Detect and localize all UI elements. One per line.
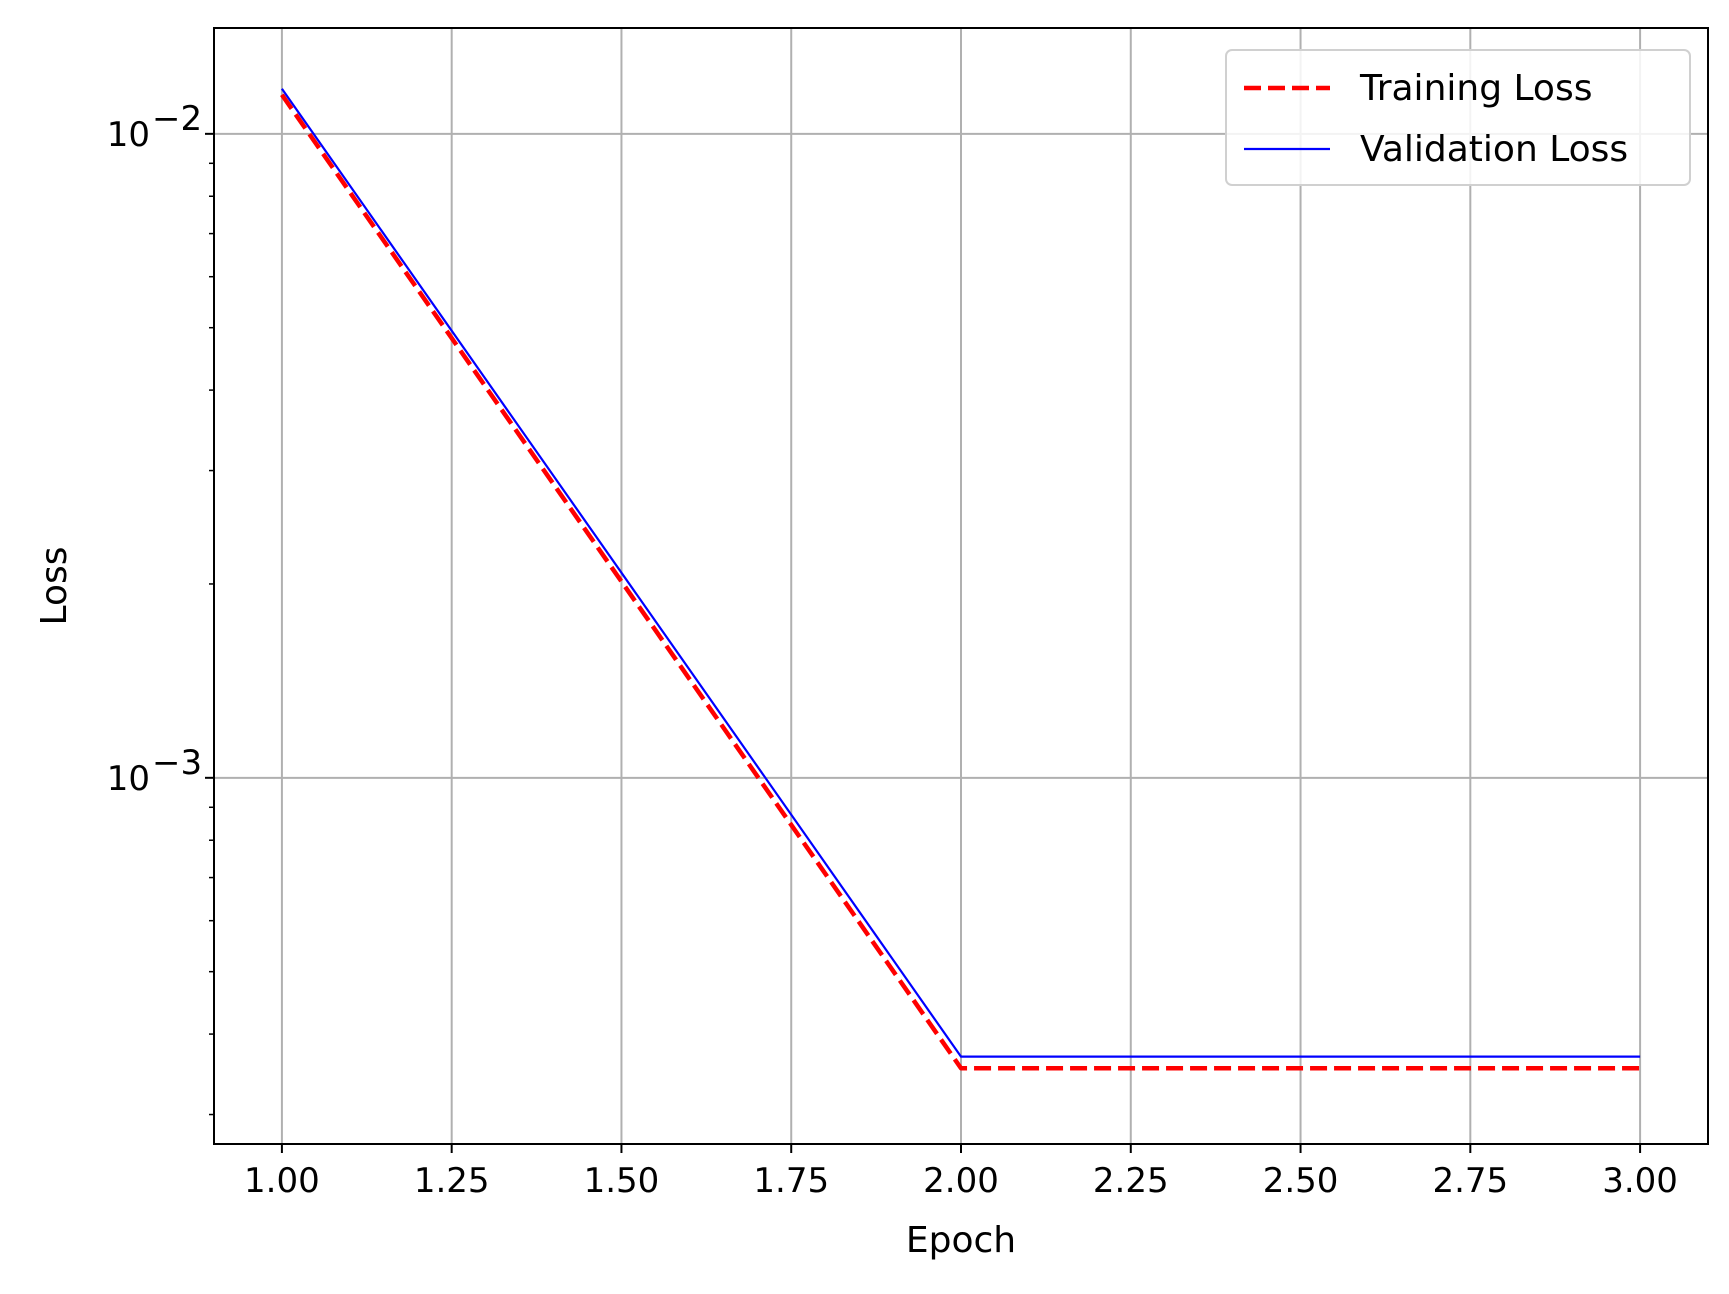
x-tick-label: 1.50: [584, 1161, 660, 1201]
x-tick-label: 2.50: [1263, 1161, 1339, 1201]
training-loss-line: [280, 93, 1641, 1071]
x-tick-label: 2.00: [923, 1161, 999, 1201]
y-axis-label: Loss: [34, 547, 75, 626]
x-tick-label: 1.25: [414, 1161, 490, 1201]
x-tick-label: 1.00: [244, 1161, 320, 1201]
x-tick-label: 2.25: [1093, 1161, 1169, 1201]
y-tick-label: 10: [107, 115, 150, 155]
legend-label-training: Training Loss: [1359, 68, 1592, 109]
legend-box: [1225, 49, 1691, 186]
x-axis-label: Epoch: [906, 1220, 1016, 1261]
y-tick-exponent: −2: [152, 99, 202, 139]
x-tick-label: 3.00: [1602, 1161, 1678, 1201]
y-tick-label: 10: [107, 759, 150, 799]
legend-label-validation: Validation Loss: [1360, 129, 1628, 170]
y-tick-exponent: −3: [152, 743, 202, 783]
x-tick-label: 2.75: [1432, 1161, 1508, 1201]
legend: Training Loss Validation Loss: [1225, 49, 1691, 186]
validation-loss-line: [281, 88, 1641, 1058]
series-layer: [280, 88, 1641, 1071]
x-tick-label: 1.75: [753, 1161, 829, 1201]
